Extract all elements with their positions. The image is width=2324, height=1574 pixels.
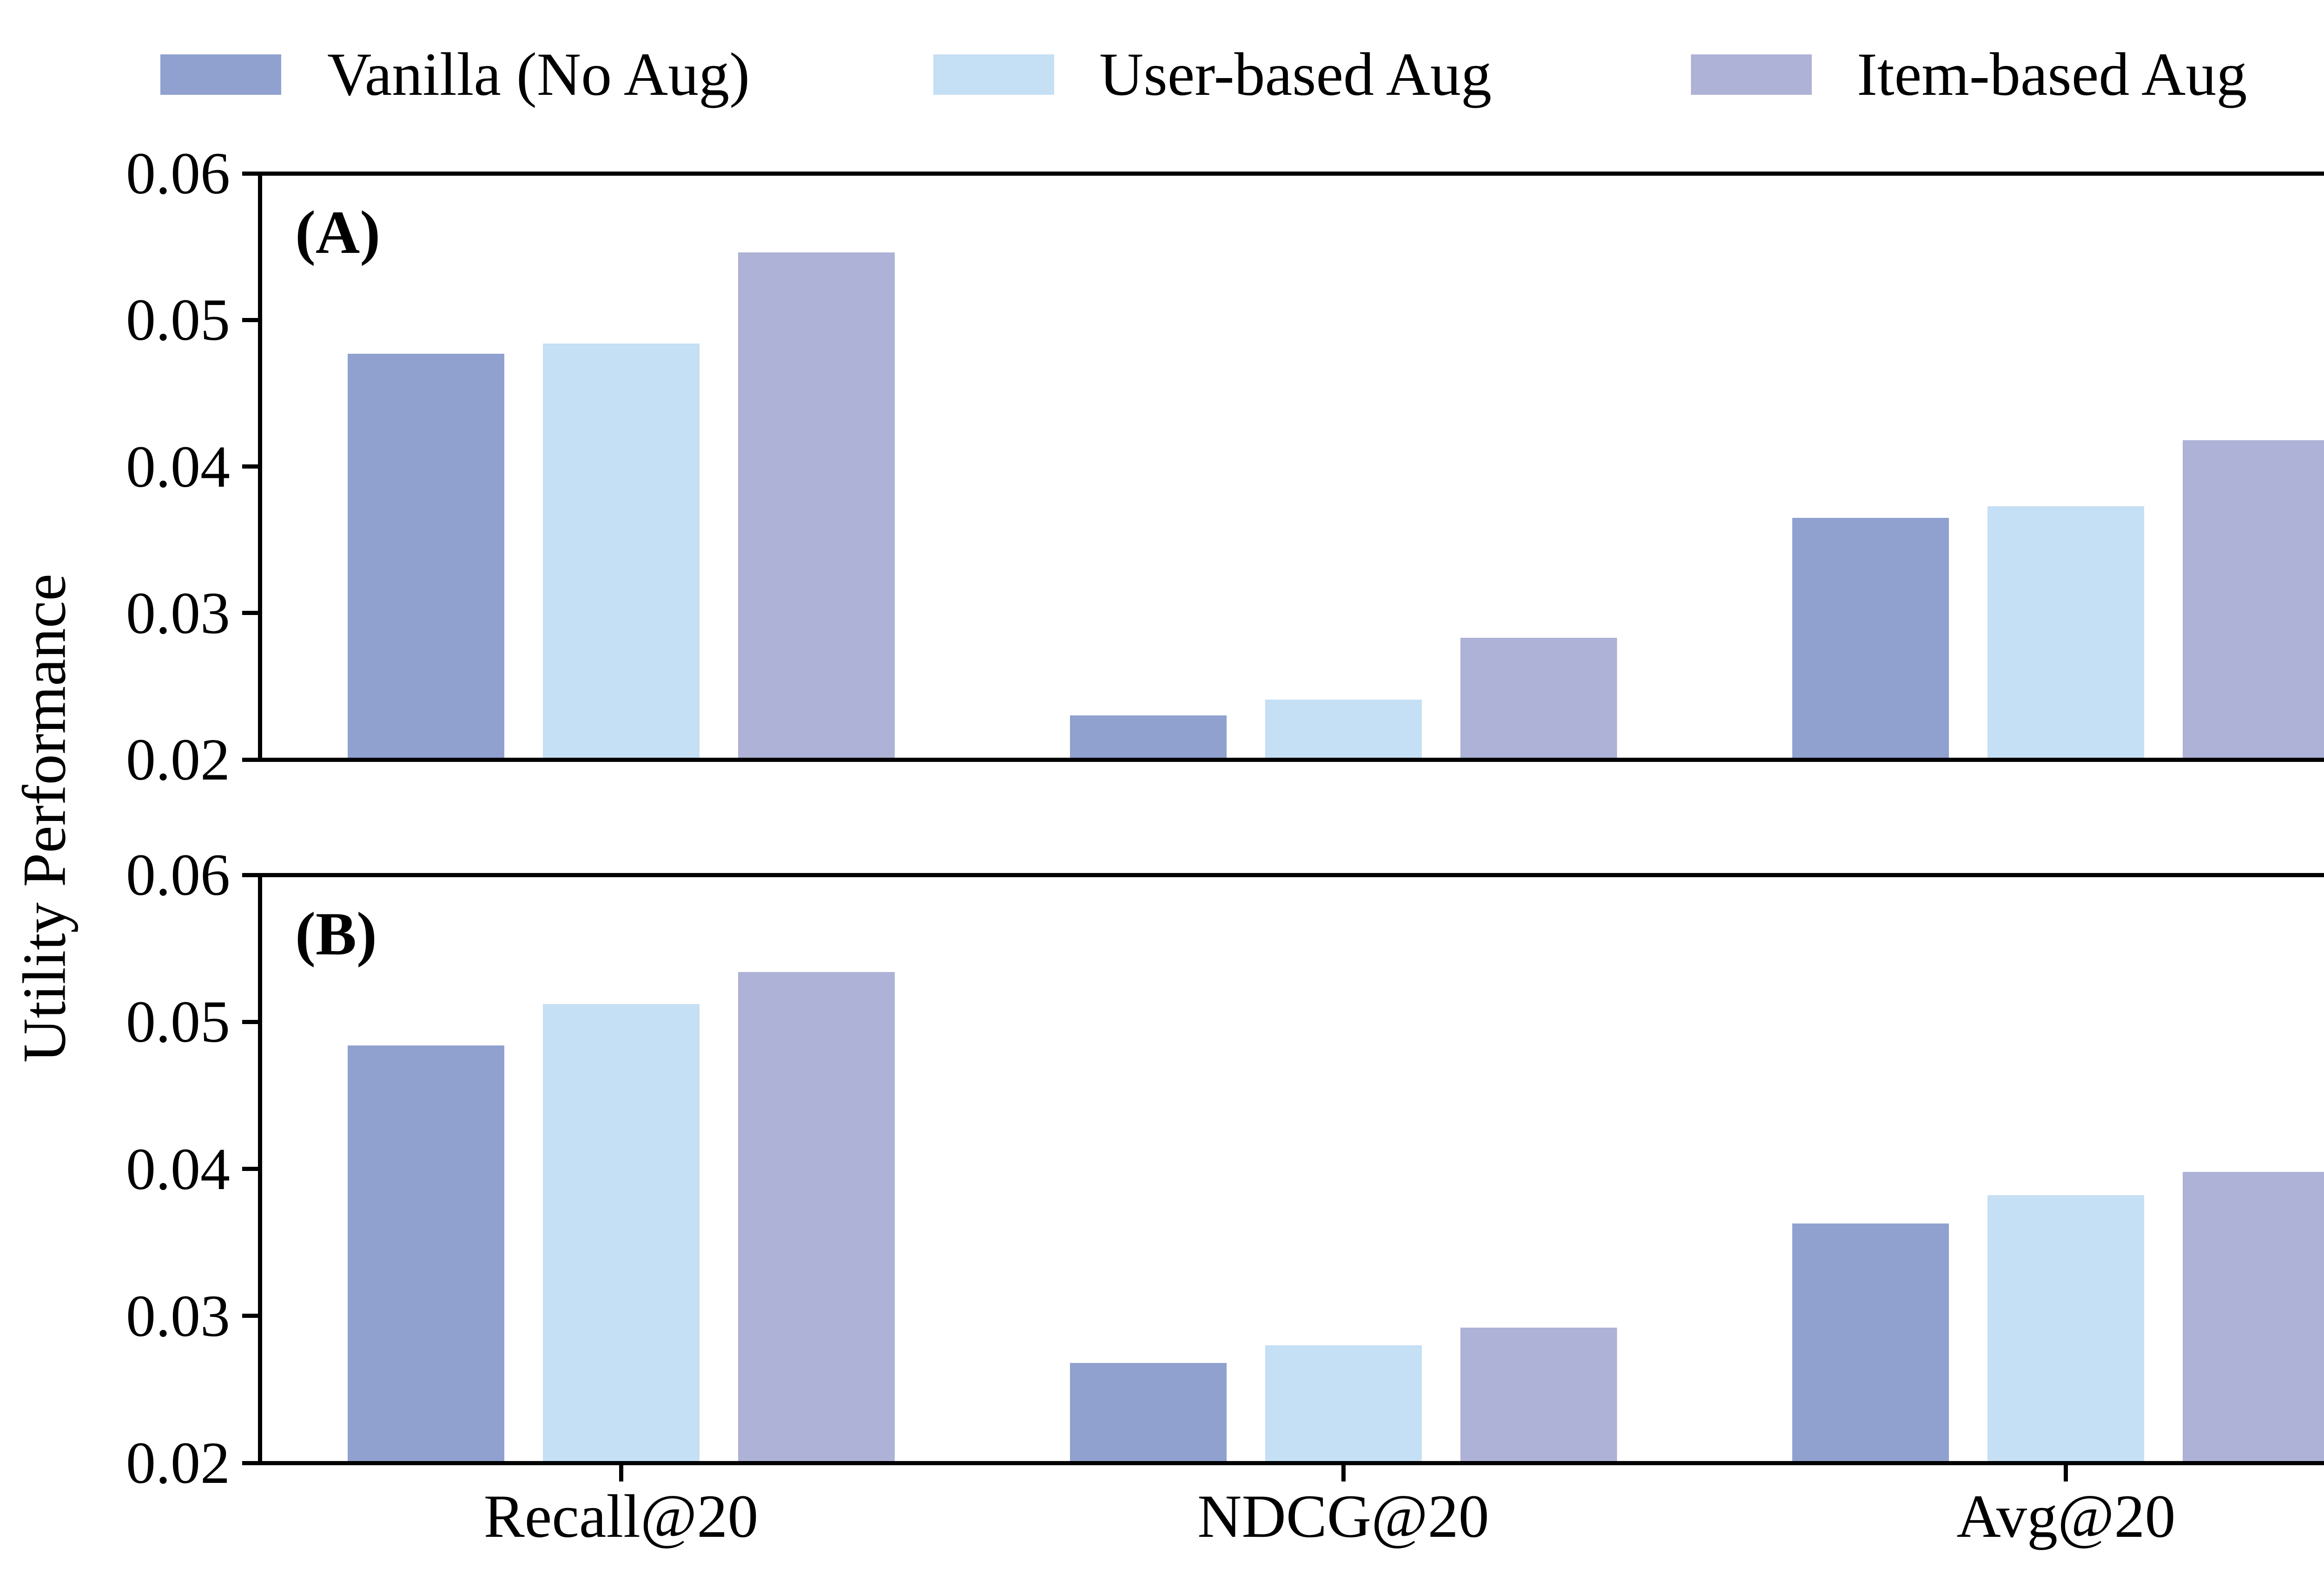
x-category-label-recall: Recall@20: [483, 1482, 759, 1550]
panel-a-label: (A): [295, 198, 381, 266]
x-tick-mark-Recall@20: [619, 1463, 623, 1481]
x-tick-mark-NDCG@20: [1341, 1463, 1346, 1481]
y-tick-label: 0.06: [126, 842, 230, 908]
x-category-label-avg: Avg@20: [1956, 1482, 2176, 1550]
y-tick-mark: [242, 171, 260, 176]
y-tick-mark: [242, 757, 260, 762]
bar-B-Avg@20-Item-based Aug: [2183, 1171, 2324, 1463]
y-tick-label: 0.03: [126, 1283, 230, 1349]
bar-B-Recall@20-Item-based Aug: [738, 972, 895, 1463]
panel-border-A-: [257, 171, 2324, 762]
legend-swatch-user-based: [933, 54, 1054, 95]
y-tick-mark: [242, 1167, 260, 1171]
y-tick-mark: [242, 464, 260, 469]
y-tick-label: 0.04: [126, 433, 230, 500]
bar-B-Avg@20-Vanilla (No Aug): [1792, 1223, 1949, 1463]
legend-swatch-vanilla: [160, 54, 281, 95]
bar-B-NDCG@20-Vanilla (No Aug): [1070, 1362, 1227, 1463]
bar-A-NDCG@20-Vanilla (No Aug): [1070, 715, 1227, 760]
legend-swatch-item-based: [1691, 54, 1812, 95]
y-tick-label: 0.05: [126, 287, 230, 353]
bar-B-Recall@20-Vanilla (No Aug): [347, 1045, 504, 1463]
y-tick-label: 0.02: [126, 727, 230, 793]
bar-B-Recall@20-User-based Aug: [542, 1004, 700, 1463]
x-category-label-ndcg: NDCG@20: [1197, 1482, 1489, 1550]
legend-label-item-based: Item-based Aug: [1857, 40, 2247, 108]
bar-A-Recall@20-User-based Aug: [542, 343, 700, 760]
bar-A-NDCG@20-User-based Aug: [1265, 699, 1422, 760]
bar-A-NDCG@20-Item-based Aug: [1460, 638, 1617, 760]
y-tick-mark: [242, 1461, 260, 1465]
panel-border-B-: [257, 873, 2324, 1465]
y-tick-label: 0.05: [126, 989, 230, 1055]
bar-B-NDCG@20-Item-based Aug: [1460, 1328, 1617, 1463]
legend-label-user-based: User-based Aug: [1099, 40, 1492, 108]
bar-A-Avg@20-Vanilla (No Aug): [1792, 517, 1949, 760]
y-tick-mark: [242, 317, 260, 322]
y-tick-label: 0.02: [126, 1430, 230, 1496]
bar-A-Recall@20-Item-based Aug: [738, 252, 895, 760]
y-tick-label: 0.04: [126, 1136, 230, 1202]
y-tick-mark: [242, 873, 260, 877]
bar-A-Recall@20-Vanilla (No Aug): [347, 353, 504, 760]
panel-b-label: (B): [295, 899, 377, 968]
x-tick-mark-Avg@20: [2064, 1463, 2068, 1481]
y-tick-label: 0.06: [126, 140, 230, 206]
y-tick-label: 0.03: [126, 580, 230, 646]
y-tick-mark: [242, 1314, 260, 1318]
y-tick-mark: [242, 611, 260, 615]
y-tick-mark: [242, 1019, 260, 1024]
legend-label-vanilla: Vanilla (No Aug): [327, 40, 750, 108]
bar-B-NDCG@20-User-based Aug: [1265, 1345, 1422, 1463]
bar-A-Avg@20-Item-based Aug: [2183, 440, 2324, 760]
bar-B-Avg@20-User-based Aug: [1987, 1195, 2145, 1463]
bar-A-Avg@20-User-based Aug: [1987, 506, 2145, 760]
